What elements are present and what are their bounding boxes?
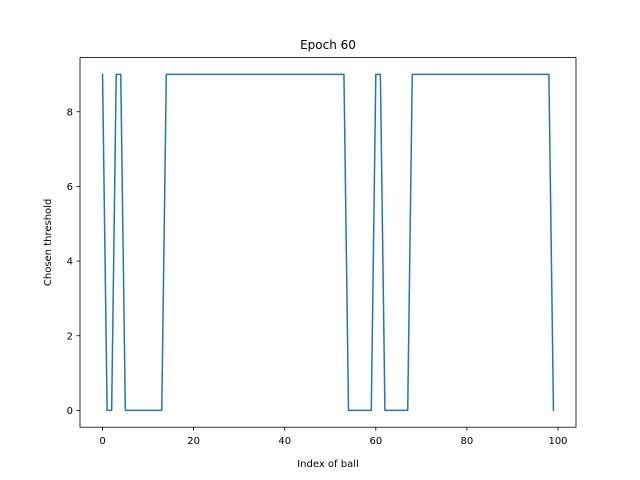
x-tick-label: 20	[187, 436, 200, 447]
y-axis: 0 2 4 6 8	[67, 107, 80, 417]
y-tick-label: 2	[67, 331, 73, 342]
y-tick-label: 8	[67, 107, 73, 118]
series-line-0	[101, 73, 555, 412]
y-tick-label: 0	[67, 406, 73, 417]
y-tick-label: 6	[67, 182, 73, 193]
x-tick-label: 0	[99, 436, 105, 447]
y-tick-label: 4	[67, 257, 73, 268]
plot-area	[101, 73, 555, 412]
x-tick-label: 40	[278, 436, 291, 447]
x-tick-label: 60	[369, 436, 382, 447]
x-tick-label: 80	[461, 436, 474, 447]
x-tick-label: 100	[548, 436, 567, 447]
x-axis-label: Index of ball	[297, 459, 359, 470]
chart-title: Epoch 60	[300, 38, 356, 52]
plot-frame	[79, 57, 577, 428]
x-axis: 0 20 40 60 80 100	[99, 427, 568, 447]
y-axis-label: Chosen threshold	[43, 199, 54, 286]
